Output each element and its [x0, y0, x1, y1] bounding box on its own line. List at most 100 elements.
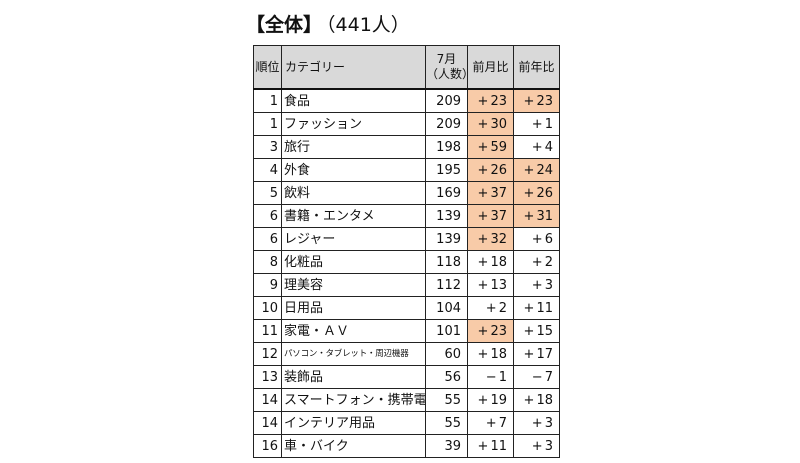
mom-value: 37	[490, 208, 507, 224]
yoy-cell: +3	[513, 273, 560, 297]
mom-value: 23	[490, 323, 507, 339]
mom-sign: +	[477, 277, 489, 293]
title-main: 【全体】	[246, 14, 323, 36]
ranking-table: 順位 カテゴリー 7月 （人数） 前月比 前年比 1食品209+23+231ファ…	[253, 45, 560, 458]
mom-value: 23	[490, 93, 507, 109]
mom-cell: +13	[467, 273, 514, 297]
rank-cell: 6	[253, 227, 282, 251]
count-cell: 112	[425, 273, 468, 297]
rank-cell: 10	[253, 296, 282, 320]
yoy-sign: +	[531, 116, 543, 132]
yoy-sign: +	[523, 323, 535, 339]
header-rank: 順位	[253, 45, 282, 90]
category-cell: 飲料	[281, 181, 426, 205]
yoy-value: 18	[536, 392, 553, 408]
yoy-value: 7	[544, 369, 553, 385]
mom-value: 59	[490, 139, 507, 155]
mom-value: 11	[490, 438, 507, 454]
category-cell: 旅行	[281, 135, 426, 159]
mom-cell: +23	[467, 319, 514, 343]
yoy-value: 1	[544, 116, 553, 132]
category-cell: 外食	[281, 158, 426, 182]
yoy-value: 6	[544, 231, 553, 247]
table-row: 1 食品 209 +23 +23	[253, 88, 560, 113]
mom-sign: +	[477, 208, 489, 224]
mom-sign: +	[477, 392, 489, 408]
yoy-value: 31	[536, 208, 553, 224]
mom-value: 18	[490, 346, 507, 362]
mom-value: 32	[490, 231, 507, 247]
yoy-value: 11	[536, 300, 553, 316]
page-title: 【全体】 （441人）	[246, 10, 410, 37]
count-cell: 104	[425, 296, 468, 320]
category-cell: レジャー	[281, 227, 426, 251]
mom-value: 2	[498, 300, 507, 316]
table-row: 14 スマートフォン・携帯電話 55 +19 +18	[253, 388, 560, 412]
table-row: 1 ファッション 209 +30 +1	[253, 112, 560, 136]
table-row: 14 インテリア用品 55 +7 +3	[253, 411, 560, 435]
count-cell: 55	[425, 388, 468, 412]
rank-cell: 16	[253, 434, 282, 458]
count-cell: 139	[425, 227, 468, 251]
rank-cell: 12	[253, 342, 282, 366]
yoy-value: 23	[536, 93, 553, 109]
yoy-cell: +18	[513, 388, 560, 412]
table-row: 10 日用品 104 +2 +11	[253, 296, 560, 320]
table-row: 5 飲料 169 +37 +26	[253, 181, 560, 205]
yoy-cell: +3	[513, 434, 560, 458]
yoy-value: 3	[544, 438, 553, 454]
yoy-sign: +	[523, 162, 535, 178]
rank-cell: 4	[253, 158, 282, 182]
mom-sign: +	[485, 300, 497, 316]
mom-sign: +	[477, 139, 489, 155]
mom-cell: +2	[467, 296, 514, 320]
table-body: 1 食品 209 +23 +23 1 ファッション 209 +30 +1 3 旅行 198 +59 +4 4 外…	[253, 88, 560, 458]
category-cell: パソコン・タブレット・周辺機器	[281, 342, 426, 366]
count-cell: 39	[425, 434, 468, 458]
mom-sign: +	[477, 438, 489, 454]
yoy-cell: +11	[513, 296, 560, 320]
yoy-value: 3	[544, 277, 553, 293]
header-yoy: 前年比	[513, 45, 560, 90]
yoy-cell: +3	[513, 411, 560, 435]
yoy-value: 24	[536, 162, 553, 178]
yoy-sign: +	[523, 346, 535, 362]
rank-cell: 6	[253, 204, 282, 228]
mom-cell: +7	[467, 411, 514, 435]
yoy-sign: +	[523, 185, 535, 201]
yoy-sign: +	[531, 139, 543, 155]
category-cell: スマートフォン・携帯電話	[281, 388, 426, 412]
yoy-value: 26	[536, 185, 553, 201]
count-cell: 118	[425, 250, 468, 274]
rank-cell: 11	[253, 319, 282, 343]
yoy-sign: +	[531, 254, 543, 270]
yoy-cell: +4	[513, 135, 560, 159]
count-cell: 195	[425, 158, 468, 182]
category-cell: 化粧品	[281, 250, 426, 274]
yoy-cell: +23	[513, 88, 560, 113]
mom-value: 1	[498, 369, 507, 385]
mom-sign: −	[485, 369, 497, 385]
mom-value: 18	[490, 254, 507, 270]
rank-cell: 13	[253, 365, 282, 389]
title-count: （441人）	[326, 14, 410, 36]
rank-cell: 3	[253, 135, 282, 159]
yoy-sign: +	[523, 300, 535, 316]
mom-sign: +	[477, 254, 489, 270]
category-cell: 車・バイク	[281, 434, 426, 458]
table-row: 11 家電・ＡＶ 101 +23 +15	[253, 319, 560, 343]
yoy-value: 4	[544, 139, 553, 155]
header-count: 7月 （人数）	[425, 45, 468, 90]
header-count-line2: （人数）	[426, 67, 467, 81]
yoy-value: 17	[536, 346, 553, 362]
mom-sign: +	[477, 93, 489, 109]
mom-value: 13	[490, 277, 507, 293]
category-cell: 日用品	[281, 296, 426, 320]
mom-cell: −1	[467, 365, 514, 389]
count-cell: 101	[425, 319, 468, 343]
category-cell: インテリア用品	[281, 411, 426, 435]
table-row: 3 旅行 198 +59 +4	[253, 135, 560, 159]
mom-value: 37	[490, 185, 507, 201]
rank-cell: 1	[253, 112, 282, 136]
table-row: 6 書籍・エンタメ 139 +37 +31	[253, 204, 560, 228]
